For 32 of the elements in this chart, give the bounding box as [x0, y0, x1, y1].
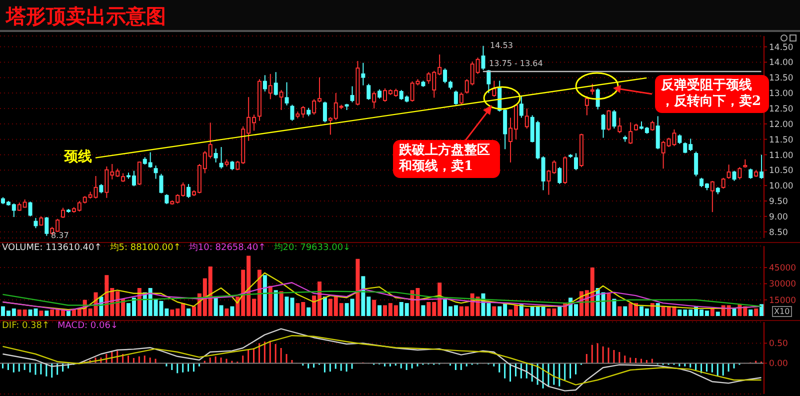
- annotation: VOLUME: 113610.40↑: [2, 243, 102, 254]
- annotation: 均10: 82658.40↑: [188, 243, 266, 254]
- y-tick-label: 11.00: [769, 150, 794, 161]
- annotation: 8.37: [51, 230, 69, 241]
- chart-title: 塔形顶卖出示意图: [6, 3, 166, 30]
- y-tick-label: 9.50: [769, 197, 788, 208]
- y-tick-label: 10.50: [769, 166, 794, 176]
- y-tick-label: 12.50: [769, 104, 794, 114]
- y-tick-label: 30000: [769, 280, 796, 290]
- y-tick-label: 0.50: [769, 339, 788, 350]
- annotation: DIF: 0.38↑: [2, 321, 50, 332]
- y-tick-label: 8.50: [769, 228, 788, 238]
- y-tick-label: 13.50: [769, 74, 794, 84]
- y-tick-label: 15000: [769, 296, 796, 306]
- y-tick-label: 0.00: [769, 359, 788, 370]
- y-tick-label: 13.00: [769, 89, 794, 100]
- y-tick-label: 11.50: [769, 135, 794, 146]
- annotation: 14.53: [490, 41, 513, 51]
- y-tick-label: 12.00: [769, 120, 794, 130]
- annotation: 跌破上方盘整区和颈线，卖1: [393, 140, 500, 178]
- y-tick-label: 9.00: [769, 212, 788, 222]
- annotation: 13.75 - 13.64: [489, 58, 543, 69]
- annotation: 均5: 88100.00↑: [110, 243, 181, 254]
- annotation: 均20: 79633.00↓: [274, 243, 351, 254]
- y-tick-label: 45000: [769, 264, 796, 274]
- annotation: 反弹受阻于颈线，反转向下，卖2: [655, 75, 769, 113]
- y-tick-label: 10.00: [769, 182, 794, 192]
- y-tick-label: 14.50: [769, 42, 794, 53]
- text: X10: [772, 306, 792, 317]
- annotation: 颈线: [64, 148, 92, 166]
- annotation: MACD: 0.06↓: [58, 321, 118, 332]
- y-tick-label: 14.00: [769, 58, 794, 68]
